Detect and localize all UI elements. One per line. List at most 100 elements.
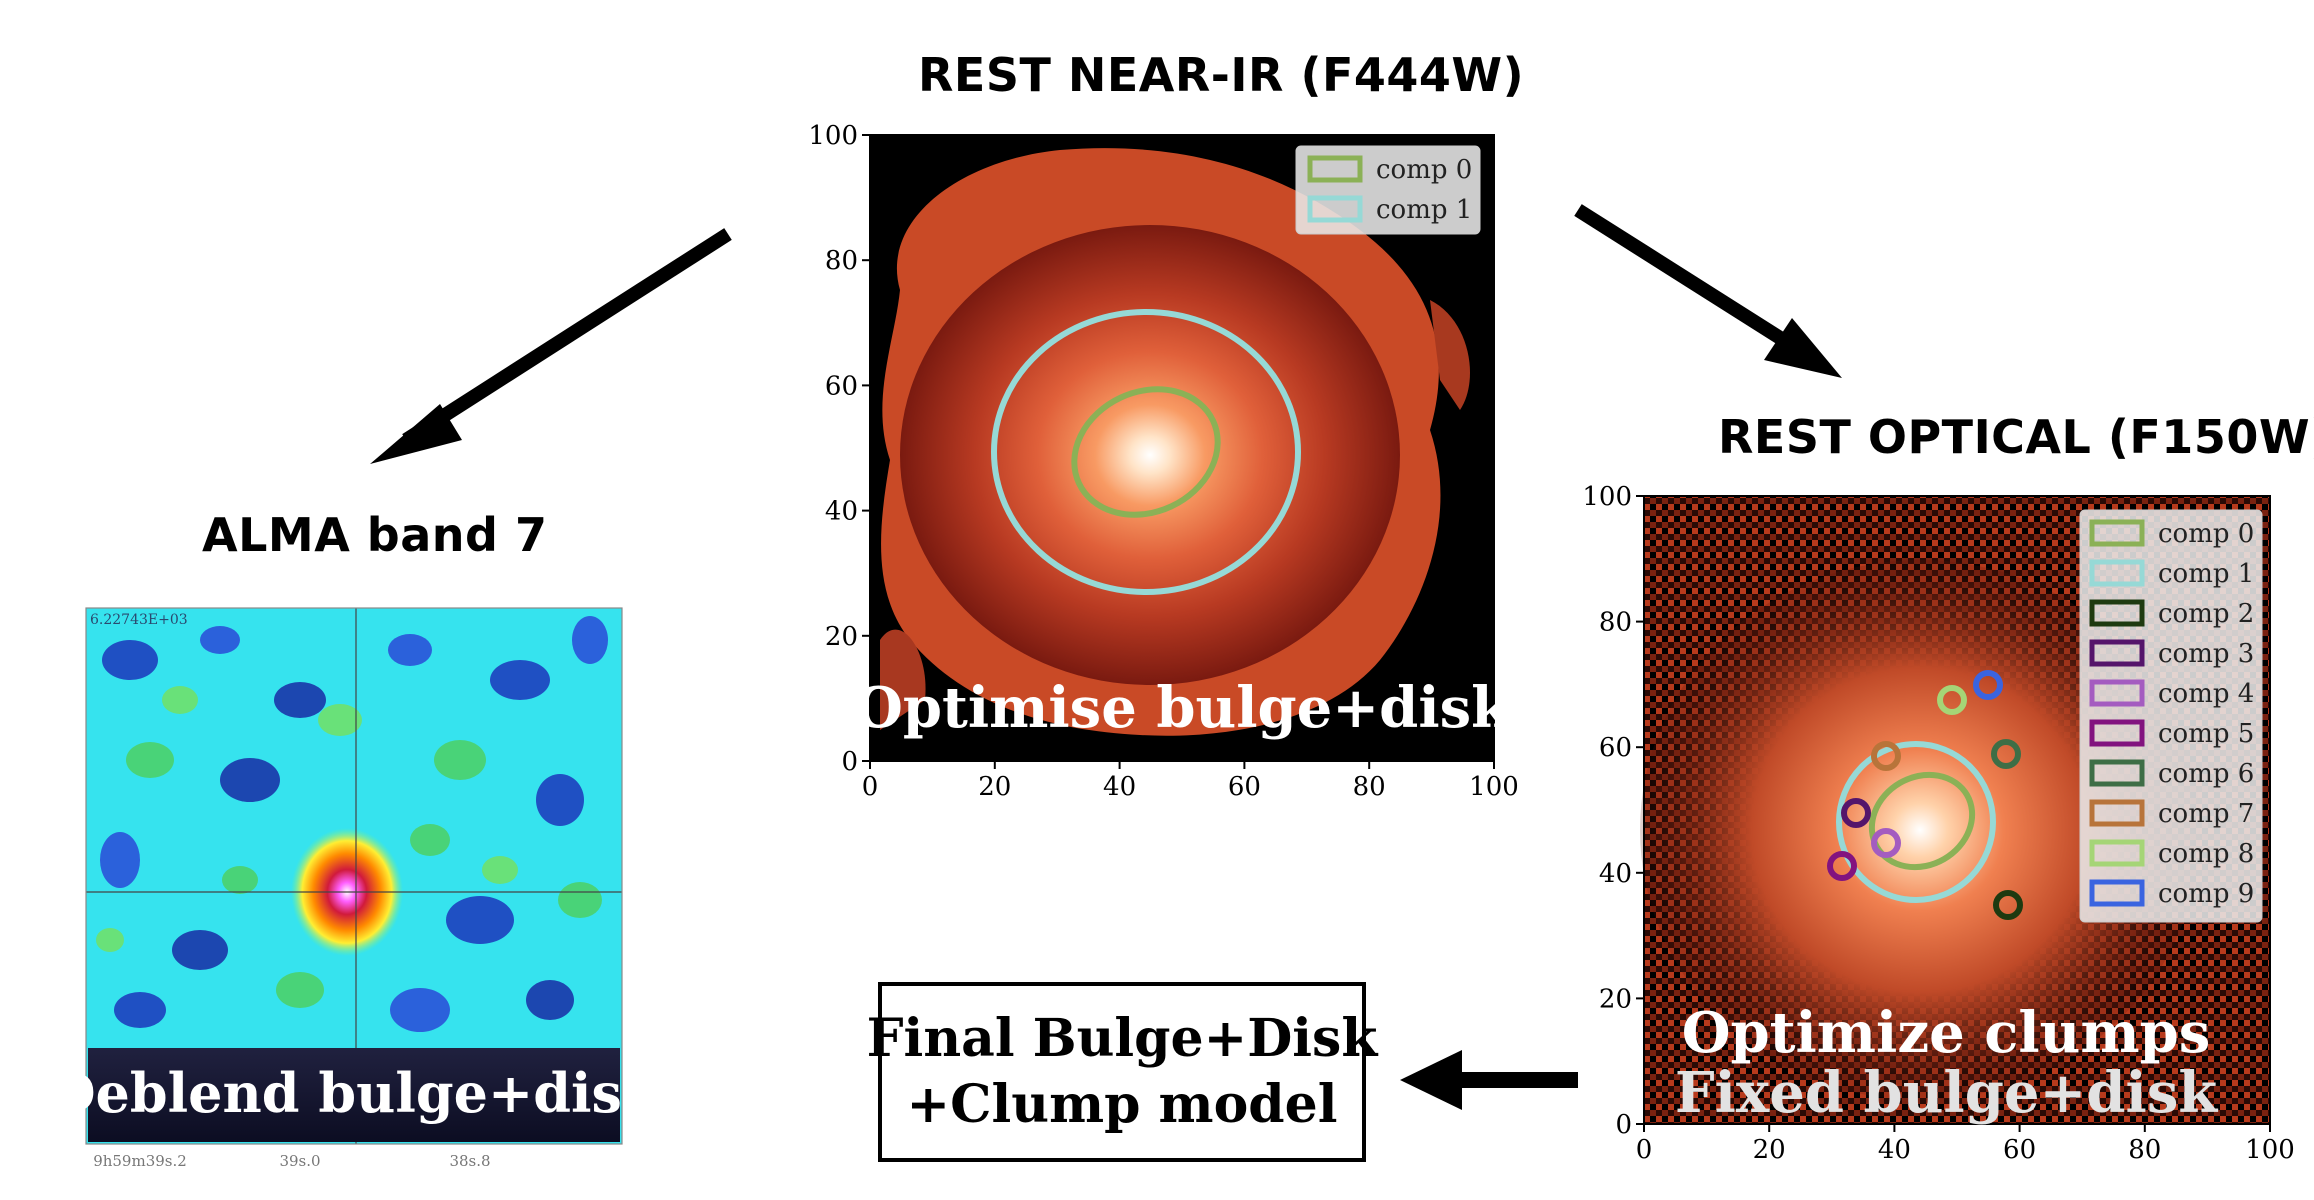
near-ir-x-axis: 0 20 40 60 80 100 [862,761,1519,802]
alma-noise-blob [482,856,518,884]
near-ir-y-tick-label: 40 [825,497,858,527]
optical-x-tick-label: 80 [2128,1135,2161,1165]
optical-clump-circle [1871,828,1901,858]
optical-legend-swatch [2089,799,2145,827]
optical-legend-box [2079,509,2263,923]
near-ir-x-tick-label: 20 [978,772,1011,802]
optical-y-tick-label: 0 [1615,1110,1632,1140]
optical-legend-swatch [2089,679,2145,707]
near-ir-legend-label: comp 0 [1376,155,1472,185]
optical-legend-label: comp 1 [2158,559,2254,589]
optical-clump-circle [1993,890,2023,920]
alma-x-tick-label: 38s.8 [449,1152,490,1170]
near-ir-axes-frame [869,134,1495,762]
optical-legend-label: comp 0 [2158,519,2254,549]
optical-x-tick-label: 60 [2003,1135,2036,1165]
alma-noise-blob [96,928,124,952]
optical-overlay-line1: Optimize clumps [1682,1000,2211,1066]
optical-legend-swatch [2089,599,2145,627]
near-ir-galaxy-core [900,225,1400,685]
alma-corner-label: 6.22743E+03 [90,612,188,628]
optical-legend-swatch [2089,639,2145,667]
alma-x-axis: 9h59m39s.2 39s.0 38s.8 [93,1152,490,1170]
alma-heading: ALMA band 7 [202,508,548,562]
near-ir-panel: comp 0 comp 1 Optimise bulge+disk 0 20 40 60… [808,121,1518,802]
near-ir-x-tick-label: 80 [1353,772,1386,802]
near-ir-y-tick-label: 0 [841,747,858,777]
optical-legend-swatch [2089,839,2145,867]
optical-y-tick-label: 80 [1599,608,1632,638]
optical-clump-circle [1937,685,1967,715]
alma-overlay-background [88,1048,620,1142]
alma-noise-blob [126,742,174,778]
optical-clump-circle [1841,798,1871,828]
near-ir-y-tick-label: 20 [825,622,858,652]
optical-legend-swatch [2089,879,2145,907]
arrow-to-final-head [1400,1050,1462,1110]
optical-galaxy-core [1640,560,2200,1100]
near-ir-x-tick-label: 40 [1103,772,1136,802]
near-ir-legend-label: comp 1 [1376,195,1472,225]
alma-noise-blob [222,866,258,894]
near-ir-y-tick-label: 60 [825,371,858,401]
alma-noise-blob [446,896,514,944]
near-ir-diffuse-patch [1430,300,1470,410]
final-model-box: Final Bulge+Disk +Clump model [867,982,1377,1162]
alma-noise-blob [114,992,166,1028]
optical-y-tick-label: 60 [1599,733,1632,763]
optical-y-tick-label: 40 [1599,859,1632,889]
alma-noise-blob [318,704,362,736]
optical-overlay-line2: Fixed bulge+disk [1675,1060,2219,1126]
alma-noise-blob [388,634,432,666]
near-ir-legend-swatch [1307,195,1363,223]
near-ir-x-tick-label: 60 [1228,772,1261,802]
alma-noise-blob [434,740,486,780]
optical-x-tick-label: 20 [1753,1135,1786,1165]
final-model-line1: Final Bulge+Disk [866,1008,1378,1069]
arrow-to-optical-head [1764,318,1842,378]
arrow-to-optical [1574,204,1800,354]
optical-y-tick-label: 100 [1582,482,1632,512]
optical-legend-label: comp 8 [2158,839,2254,869]
near-ir-legend: comp 0 comp 1 [1295,145,1481,235]
optical-x-tick-label: 0 [1636,1135,1653,1165]
alma-noise-blob [220,758,280,802]
alma-overlay-label: Deblend bulge+disk [49,1061,661,1125]
optical-clump-circle [1871,741,1901,771]
near-ir-comp-0-ellipse [1071,386,1221,518]
optical-x-axis: 0 20 40 60 80 100 [1636,1124,2295,1165]
optical-legend-label: comp 2 [2158,599,2254,629]
optical-legend-label: comp 7 [2158,799,2254,829]
optical-clumps [1827,670,2023,920]
near-ir-y-axis: 0 20 40 60 80 100 [808,121,870,777]
alma-noise-blob [200,626,240,654]
optical-legend-label: comp 3 [2158,639,2254,669]
near-ir-heading: REST NEAR-IR (F444W) [918,48,1525,102]
arrow-to-alma [402,228,732,446]
optical-panel: comp 0 comp 1 comp 2 comp 3 comp 4 comp 5 comp… [1582,482,2294,1165]
optical-y-axis: 0 20 40 60 80 100 [1582,482,1644,1140]
near-ir-y-tick-label: 100 [808,121,858,151]
optical-legend-label: comp 9 [2158,879,2254,909]
optical-clump-circle [1991,739,2021,769]
alma-noise-blob [410,824,450,856]
alma-noise-blob [100,832,140,888]
optical-legend-swatch [2089,759,2145,787]
near-ir-x-tick-label: 100 [1469,772,1519,802]
near-ir-overlay-label: Optimise bulge+disk [854,675,1511,741]
optical-legend-swatch [2089,519,2145,547]
optical-legend-label: comp 6 [2158,759,2254,789]
alma-noise-blob [536,774,584,826]
alma-noise-blob [102,640,158,680]
alma-noise-blob [172,930,228,970]
optical-clump-circle [1973,670,2003,700]
final-model-line2: +Clump model [906,1074,1338,1135]
alma-x-tick-label: 9h59m39s.2 [93,1152,187,1170]
optical-clump-circle [1827,851,1857,881]
optical-x-tick-label: 100 [2245,1135,2295,1165]
near-ir-y-tick-label: 80 [825,246,858,276]
alma-map-frame [85,607,623,1145]
near-ir-diffuse-patch [880,629,926,730]
alma-noise-blob [558,882,602,918]
